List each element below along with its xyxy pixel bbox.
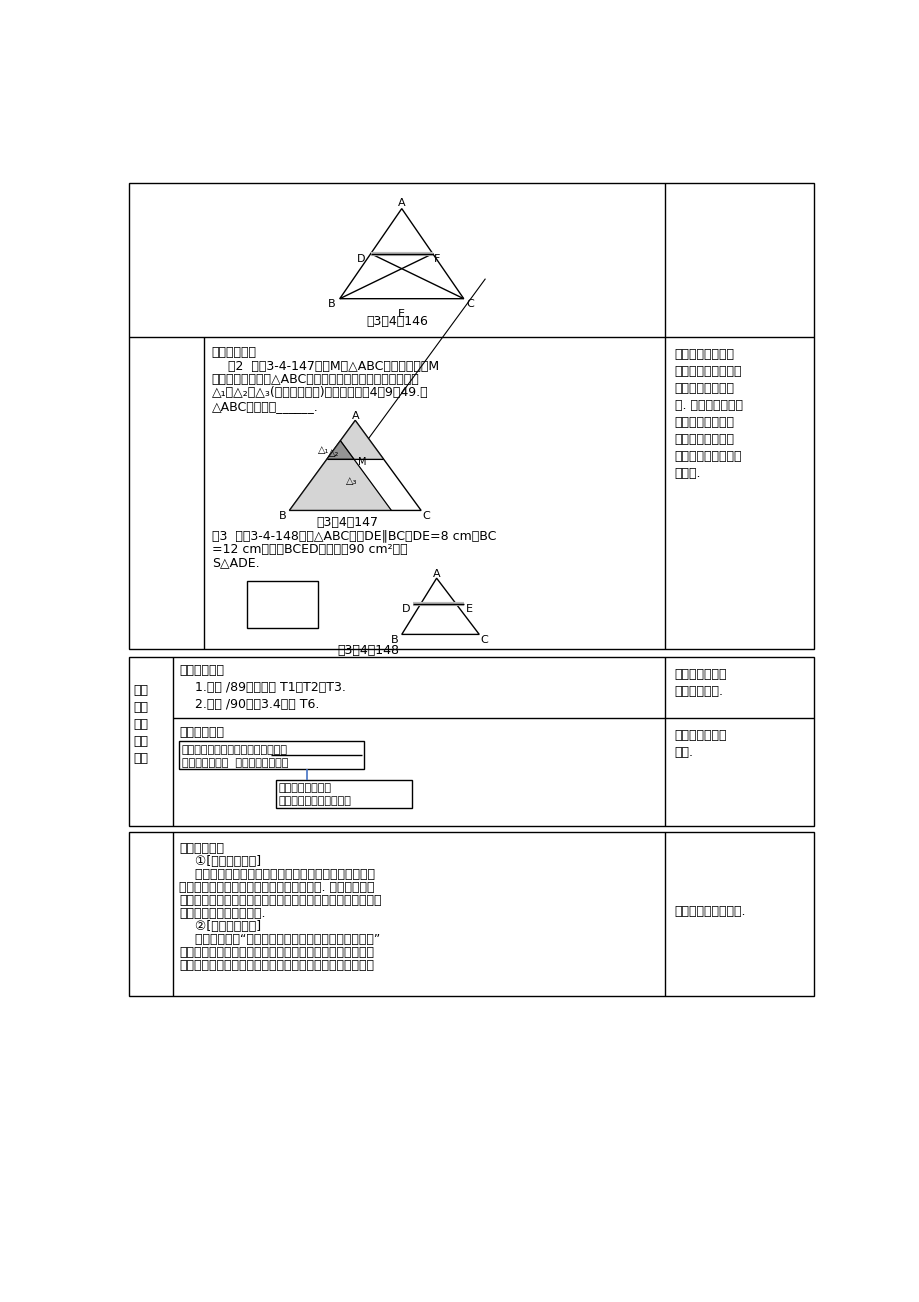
Polygon shape: [289, 440, 391, 510]
Text: 现学生分析问题的独到见解以及思维的误区，以便指导今后: 现学生分析问题的独到见解以及思维的误区，以便指导今后: [179, 960, 374, 973]
Bar: [276, 780, 412, 807]
Text: 【拓展提升】: 【拓展提升】: [211, 346, 256, 359]
Text: △₁: △₁: [317, 445, 329, 454]
Text: 活动
四：
课堂
总结
反思: 活动 四： 课堂 总结 反思: [133, 684, 149, 764]
Text: 相似三角形对应面
积的比等于相似比的平方: 相似三角形对应面 积的比等于相似比的平方: [278, 783, 351, 806]
Text: =12 cm，梯形BCED的面积为90 cm²，求: =12 cm，梯形BCED的面积为90 cm²，求: [211, 543, 407, 556]
Text: E: E: [465, 604, 472, 615]
Text: 本课以学生的自主探究为主线引入新课时，从学生身边: 本课以学生的自主探究为主线引入新课时，从学生身边: [179, 867, 375, 880]
Text: E: E: [398, 309, 404, 319]
Text: 例2  如图3-4-147，点M是△ABC内一点，过点M: 例2 如图3-4-147，点M是△ABC内一点，过点M: [211, 361, 438, 374]
Text: 【知识网络】: 【知识网络】: [179, 727, 224, 740]
Text: ①[授课流程反思]: ①[授课流程反思]: [179, 854, 261, 867]
Bar: [246, 581, 318, 629]
Polygon shape: [327, 440, 353, 458]
Bar: [129, 656, 813, 827]
Polygon shape: [327, 421, 383, 458]
Text: 循序渐进，易于学生理解.: 循序渐进，易于学生理解.: [179, 907, 266, 921]
Text: F: F: [434, 254, 440, 264]
Text: 相似三角形和相似多边形的性质时，也遵循学生的认知规律，: 相似三角形和相似多边形的性质时，也遵循学生的认知规律，: [179, 894, 381, 907]
Text: 的熟惆的例子出发，来激发学生的学习兴趣. 在猜想、证明: 的熟惆的例子出发，来激发学生的学习兴趣. 在猜想、证明: [179, 881, 374, 893]
Bar: [129, 832, 813, 996]
Text: 图3－4－147: 图3－4－147: [316, 516, 378, 529]
Text: 及时获知学生对所
学知识的掌握情况，
落实本课的学习目
标. 分层设计可让不
同程度的同学最大
限度地发挥他们的
潜力，树立学好数学
的信心.: 及时获知学生对所 学知识的掌握情况， 落实本课的学习目 标. 分层设计可让不 同…: [674, 348, 742, 480]
Text: M: M: [357, 457, 366, 466]
Text: 【当堂训练】
    1.教材 /89练习中的 T1，T2，T3.
    2.教材 /90习题3.4中的 T6.: 【当堂训练】 1.教材 /89练习中的 T1，T2，T3. 2.教材 /90习题…: [179, 664, 346, 711]
Text: 为学生提供了展示自己的聪明才智的机会，并有利于教师发: 为学生提供了展示自己的聪明才智的机会，并有利于教师发: [179, 947, 374, 960]
Text: D: D: [357, 254, 366, 264]
Text: C: C: [466, 299, 473, 310]
Text: 通过课堂验证“相似三角形的面积比等于相似比的平方”: 通过课堂验证“相似三角形的面积比等于相似比的平方”: [179, 934, 380, 947]
Text: B: B: [328, 299, 335, 310]
Text: 【教学反思】: 【教学反思】: [179, 841, 224, 854]
Text: B: B: [279, 512, 287, 521]
Text: C: C: [422, 512, 430, 521]
Text: ②[讲授效果反思]: ②[讲授效果反思]: [179, 921, 261, 934]
Text: 反思，更进一步提升.: 反思，更进一步提升.: [674, 905, 745, 918]
Bar: [179, 741, 363, 769]
Text: B: B: [391, 635, 398, 646]
Text: 分别作直线平行于△ABC的各边，若所形成的三个小三角形: 分别作直线平行于△ABC的各边，若所形成的三个小三角形: [211, 374, 419, 387]
Text: S△ADE.: S△ADE.: [211, 556, 259, 569]
Text: △ABC的面积是______.: △ABC的面积是______.: [211, 400, 318, 413]
Text: A: A: [351, 411, 358, 421]
Text: 例3  如图3-4-148，在△ABC中，DE∥BC，DE=8 cm，BC: 例3 如图3-4-148，在△ABC中，DE∥BC，DE=8 cm，BC: [211, 530, 495, 543]
Text: D: D: [402, 604, 410, 615]
Text: 相似三角形对应周相似三角形对应周
长与面积的性质  长的比等于相似比: 相似三角形对应周相似三角形对应周 长与面积的性质 长的比等于相似比: [181, 745, 288, 768]
Text: △₂: △₂: [327, 448, 338, 458]
Text: A: A: [398, 198, 405, 208]
Text: A: A: [432, 569, 440, 579]
Text: 图3－4－148: 图3－4－148: [337, 643, 400, 656]
Text: 图3－4－146: 图3－4－146: [366, 315, 427, 328]
Bar: [129, 184, 813, 648]
Text: △₁，△₂，△₃(图中阴影部分)的面积分别是4，9和49.则: △₁，△₂，△₃(图中阴影部分)的面积分别是4，9和49.则: [211, 387, 428, 400]
Text: 提纲掙领，重点
突出.: 提纲掙领，重点 突出.: [674, 729, 726, 759]
Text: C: C: [481, 635, 488, 646]
Text: 当堂检测，及时
反馈学习效果.: 当堂检测，及时 反馈学习效果.: [674, 668, 726, 698]
Text: △₃: △₃: [346, 475, 357, 486]
